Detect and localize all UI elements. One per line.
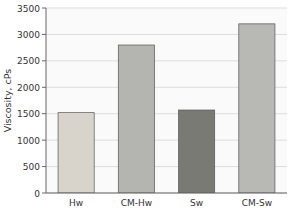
plot-area — [46, 8, 287, 193]
x-axis: Hw CM-Hw Sw CM-Sw — [69, 198, 272, 208]
tick-mark — [42, 140, 46, 141]
tick-label: 1500 — [17, 109, 40, 119]
y-axis-line — [46, 8, 47, 193]
category-label: Hw — [69, 198, 83, 208]
page: {"chart_data": {"type": "bar", "categori… — [0, 0, 295, 215]
bar — [58, 113, 94, 193]
tick-label: 3500 — [17, 4, 40, 14]
grid-line — [46, 8, 287, 9]
x-axis-line — [46, 193, 287, 194]
category-label: Sw — [190, 198, 203, 208]
tick-mark — [42, 166, 46, 167]
tick-label: 500 — [23, 162, 40, 172]
tick-mark — [42, 193, 46, 194]
bar — [179, 110, 215, 193]
bar — [118, 45, 154, 193]
bars — [58, 24, 275, 193]
grid-line — [46, 193, 287, 194]
tick-mark — [42, 60, 46, 61]
y-axis-title: Viscosity, cPs — [2, 69, 13, 133]
tick-label: 2500 — [17, 56, 40, 66]
tick-label: 2000 — [17, 83, 40, 93]
tick-mark — [42, 8, 46, 9]
bar — [239, 24, 275, 193]
tick-label: 3000 — [17, 30, 40, 40]
tick-label: 0 — [34, 189, 40, 199]
category-label: CM-Hw — [121, 198, 152, 208]
tick-mark — [42, 87, 46, 88]
chart: 0 500 1000 1500 2000 2500 3000 3500 Hw CM-Hw Sw CM-… — [0, 0, 295, 215]
y-axis: 0 500 1000 1500 2000 2500 3000 3500 — [17, 4, 287, 199]
tick-mark — [42, 113, 46, 114]
category-label: CM-Sw — [242, 198, 272, 208]
tick-label: 1000 — [17, 136, 40, 146]
tick-mark — [42, 34, 46, 35]
